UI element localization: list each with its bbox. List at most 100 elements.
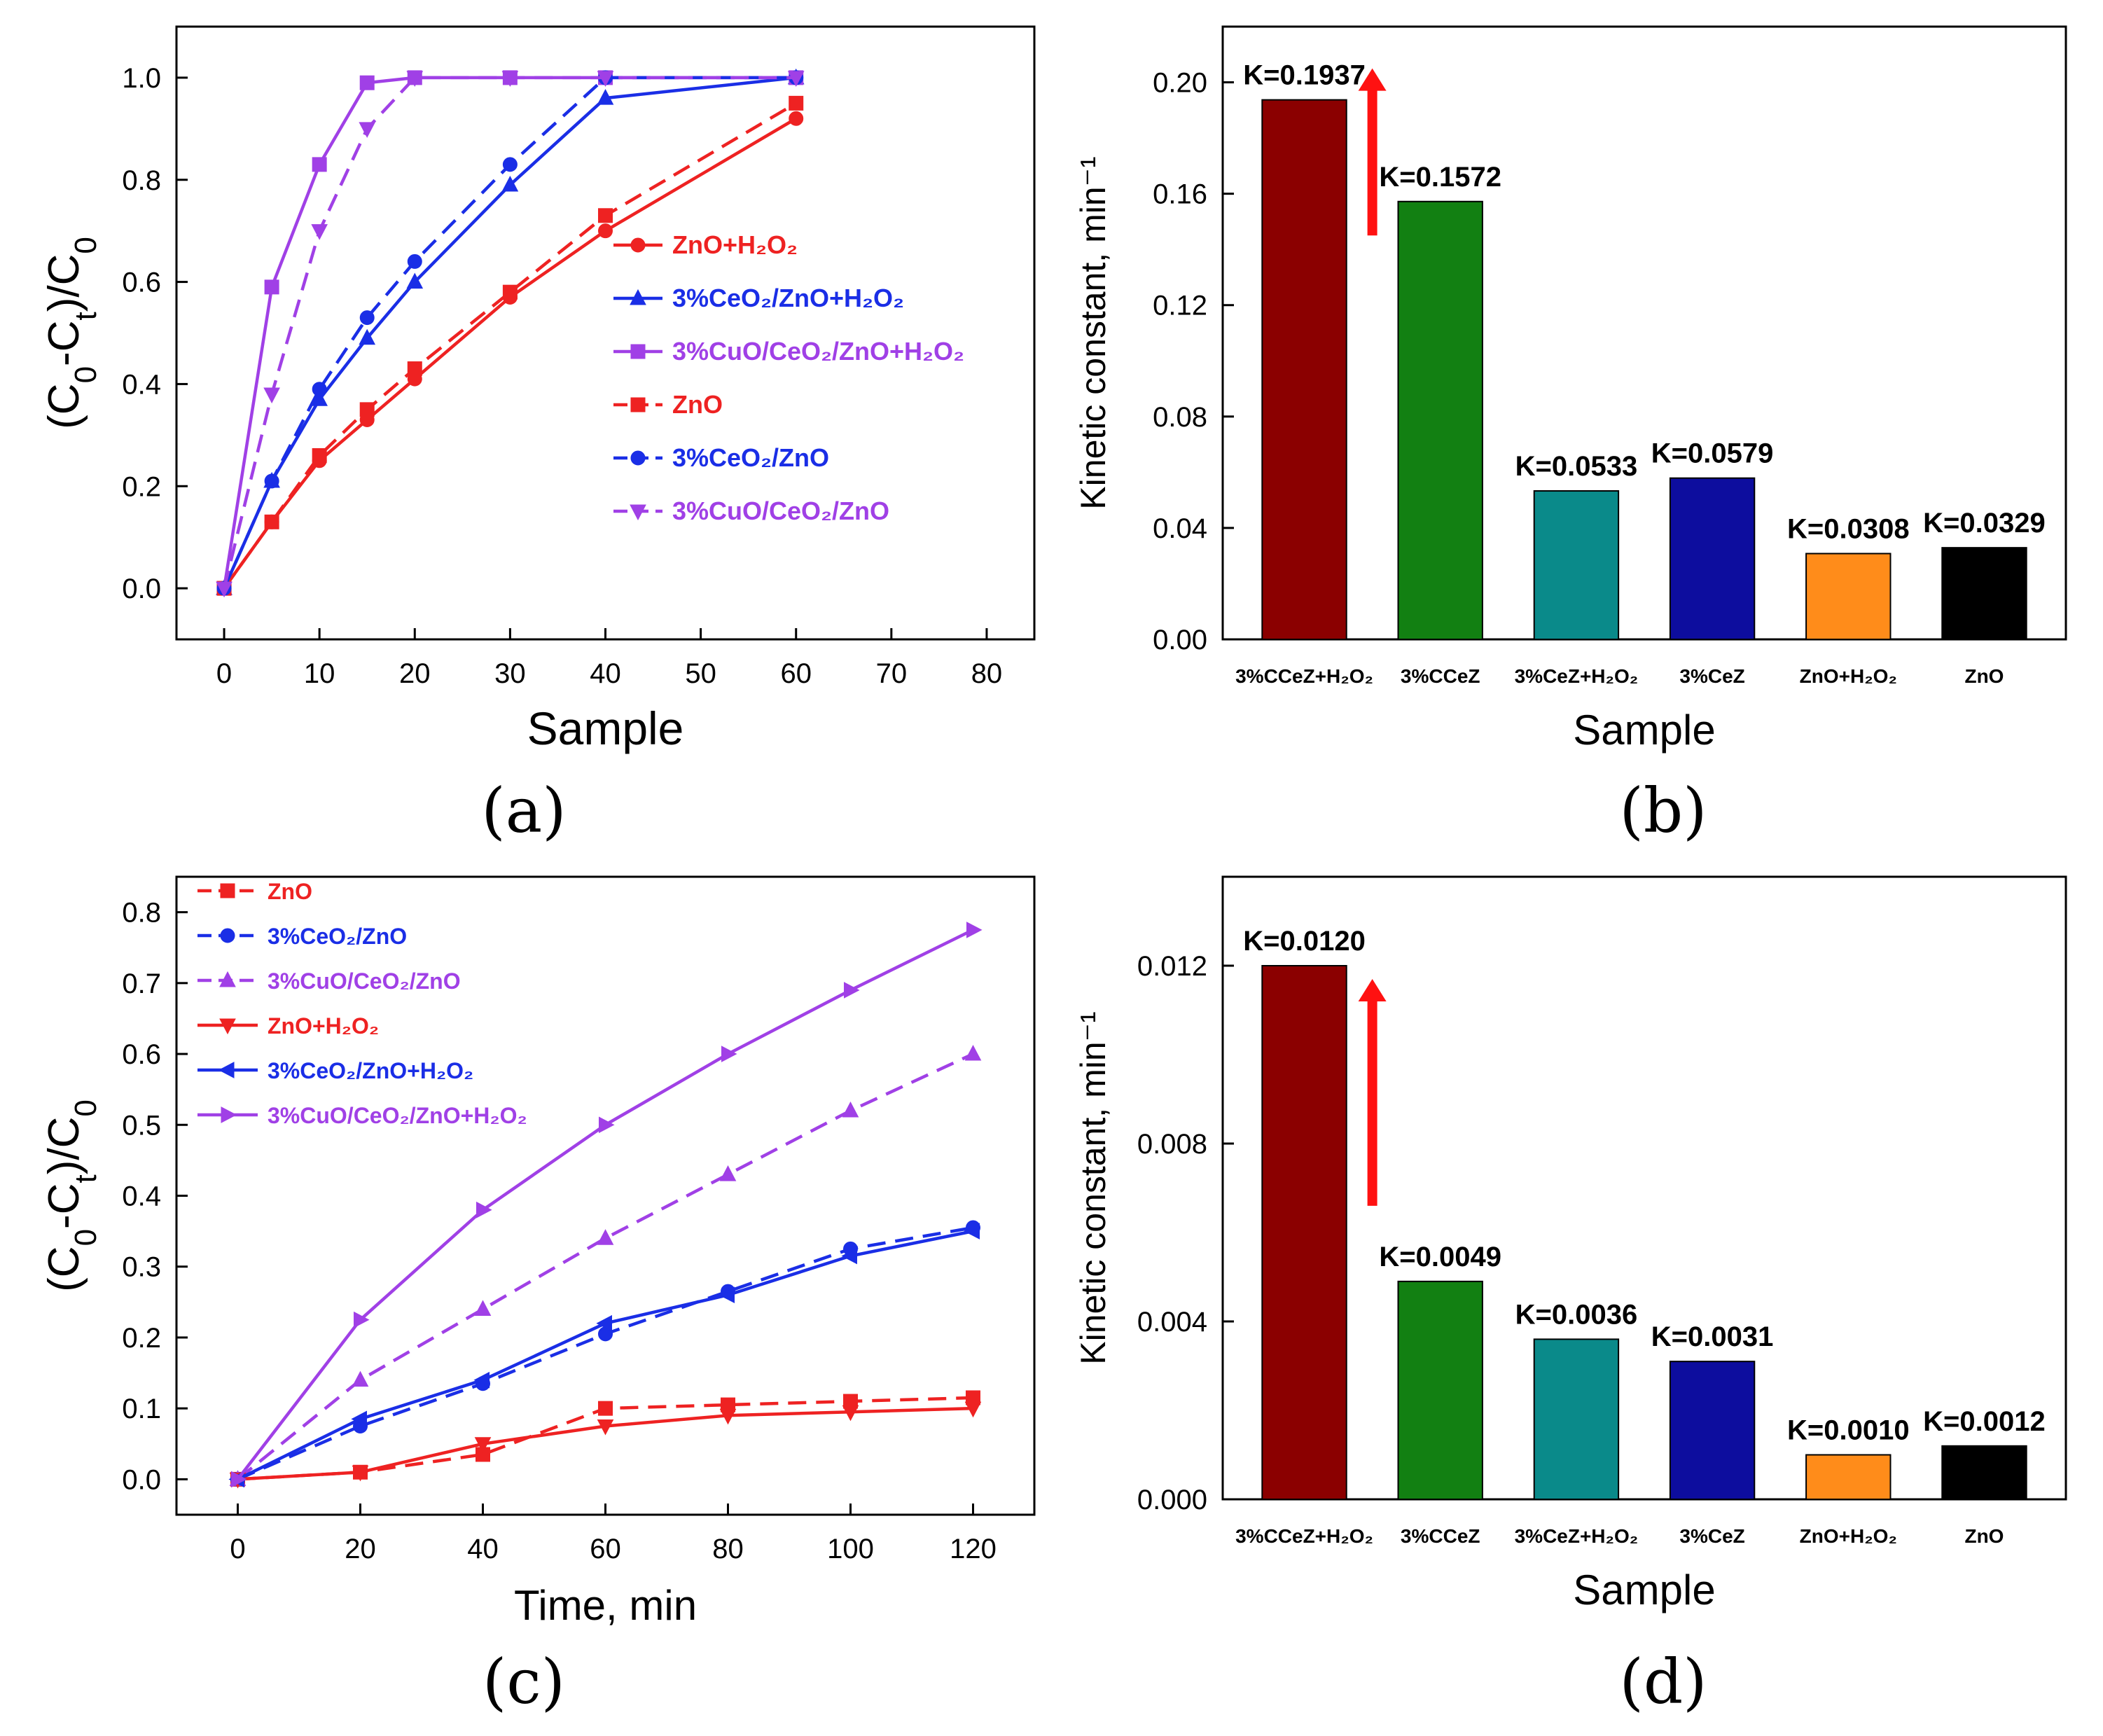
legend-label: 3%CuO/CeO₂/ZnO	[268, 968, 461, 994]
bar-1	[1397, 200, 1483, 641]
bar-value-label: K=0.0031	[1651, 1321, 1774, 1352]
x-tick-label: 40	[590, 658, 621, 689]
x-category-label: 3%CCeZ	[1401, 665, 1480, 687]
legend-marker	[630, 504, 646, 521]
chart-panel-a: 0 10 20 30 40 50 60 70 80 0.0 0.2 0.4 0.6 0.8 1.0 Sampl…	[40, 25, 1036, 847]
bar-0	[1261, 99, 1347, 640]
data-point	[312, 448, 327, 463]
data-point	[473, 1371, 490, 1389]
data-point	[264, 279, 279, 295]
x-category-label: 3%CeZ	[1679, 665, 1744, 687]
x-tick-label: 50	[685, 658, 716, 689]
y-tick-label: 0.2	[122, 1323, 161, 1354]
x-category-label: 3%CCeZ+H₂O₂	[1235, 665, 1373, 687]
legend-label: ZnO+H₂O₂	[672, 230, 798, 259]
series-line-3%CuO/CeO2/ZnO+H2O2	[222, 76, 796, 589]
chart-panel-d: 0.000 0.004 0.008 0.012 K=0.0120 3%CCeZ+H₂O₂ K…	[1074, 875, 2067, 1718]
series-line-3%CuO/CeO2/ZnO	[222, 76, 796, 589]
bar-5	[1941, 1445, 2027, 1501]
data-point	[407, 254, 422, 269]
data-point	[352, 1370, 369, 1387]
bar-value-label: K=0.0010	[1787, 1415, 1910, 1446]
legend-marker	[630, 237, 646, 253]
data-point	[312, 382, 327, 397]
data-point	[264, 473, 279, 489]
data-point	[842, 1405, 859, 1422]
series-line-3%CeO2/ZnO+H2O2	[222, 76, 796, 589]
x-tick-label: 80	[971, 658, 1003, 689]
y-tick-label: 0.6	[122, 1039, 161, 1070]
y-tick-label: 0.08	[1153, 402, 1207, 433]
y-tick-label: 0.012	[1137, 951, 1207, 982]
legend-label: 3%CuO/CeO₂/ZnO+H₂O₂	[672, 337, 964, 366]
legend-label: 3%CeO₂/ZnO+H₂O₂	[672, 284, 904, 312]
data-point	[719, 1286, 735, 1304]
data-point	[216, 581, 232, 598]
data-point	[964, 1044, 982, 1061]
data-point	[359, 310, 375, 326]
data-point	[964, 1223, 980, 1239]
x-tick-label: 60	[780, 658, 812, 689]
data-point	[263, 387, 280, 404]
x-tick-label: 10	[304, 658, 335, 689]
x-category-label: ZnO+H₂O₂	[1800, 1525, 1897, 1547]
x-tick-label: 20	[345, 1534, 376, 1564]
bar-value-label: K=0.0579	[1651, 438, 1774, 469]
data-point	[842, 1101, 859, 1118]
data-point	[841, 1247, 857, 1265]
x-category-label: 3%CCeZ+H₂O₂	[1235, 1525, 1373, 1547]
x-tick-label: 100	[827, 1534, 874, 1564]
x-tick-label: 0	[230, 1534, 245, 1564]
legend-marker	[630, 344, 646, 359]
data-point	[476, 1201, 492, 1218]
x-axis-title: Sample	[1573, 707, 1715, 754]
legend-label: 3%CeO₂/ZnO	[268, 924, 407, 949]
y-tick-label: 0.008	[1137, 1129, 1207, 1160]
bar-value-label: K=0.1572	[1379, 162, 1501, 193]
x-tick-label: 0	[216, 658, 232, 689]
y-tick-label: 0.8	[122, 898, 161, 929]
y-tick-label: 0.0	[122, 1464, 161, 1495]
legend-marker	[219, 1018, 236, 1035]
y-tick-label: 0.2	[122, 471, 161, 502]
bar-3	[1669, 1361, 1756, 1501]
data-point	[359, 402, 375, 417]
y-axis-title: Kinetic constant, min⁻¹	[1074, 1011, 1113, 1364]
series-line-3%CeO2/ZnO	[222, 76, 796, 589]
x-axis-title: Time, min	[514, 1582, 697, 1629]
data-point	[406, 71, 424, 87]
data-point	[597, 71, 614, 87]
bar-value-label: K=0.0120	[1243, 926, 1366, 957]
y-tick-label: 0.1	[122, 1394, 161, 1424]
x-tick-label: 120	[950, 1534, 997, 1564]
y-tick-label: 0.6	[122, 268, 161, 298]
legend-label: 3%CuO/CeO₂/ZnO+H₂O₂	[268, 1103, 527, 1128]
y-tick-label: 0.16	[1153, 179, 1207, 210]
data-point	[597, 89, 614, 105]
bar-2	[1533, 1338, 1620, 1501]
bar-value-label: K=0.0012	[1923, 1406, 2046, 1437]
x-category-label: ZnO	[1964, 665, 2004, 687]
y-tick-label: 0.7	[122, 968, 161, 999]
bar-value-label: K=0.0049	[1379, 1242, 1501, 1272]
legend-label: ZnO+H₂O₂	[268, 1013, 379, 1039]
legend-marker	[219, 971, 236, 987]
bar-value-label: K=0.0308	[1787, 514, 1910, 545]
x-category-label: 3%CCeZ	[1401, 1525, 1480, 1547]
legend-label: 3%CeO₂/ZnO+H₂O₂	[268, 1058, 473, 1083]
data-point	[354, 1311, 370, 1328]
data-point	[351, 1410, 367, 1428]
data-point	[359, 75, 375, 90]
y-tick-label: 1.0	[122, 63, 161, 94]
y-tick-label: 0.3	[122, 1252, 161, 1283]
data-point	[311, 224, 328, 240]
x-tick-label: 40	[467, 1534, 499, 1564]
legend-label: ZnO	[672, 390, 723, 419]
x-tick-label: 80	[712, 1534, 744, 1564]
data-point	[598, 223, 613, 239]
y-axis-title: Kinetic constant, min⁻¹	[1074, 156, 1113, 509]
bar-value-label: K=0.0329	[1923, 508, 2046, 539]
legend-marker	[218, 1062, 235, 1078]
y-tick-label: 0.4	[122, 1181, 161, 1212]
